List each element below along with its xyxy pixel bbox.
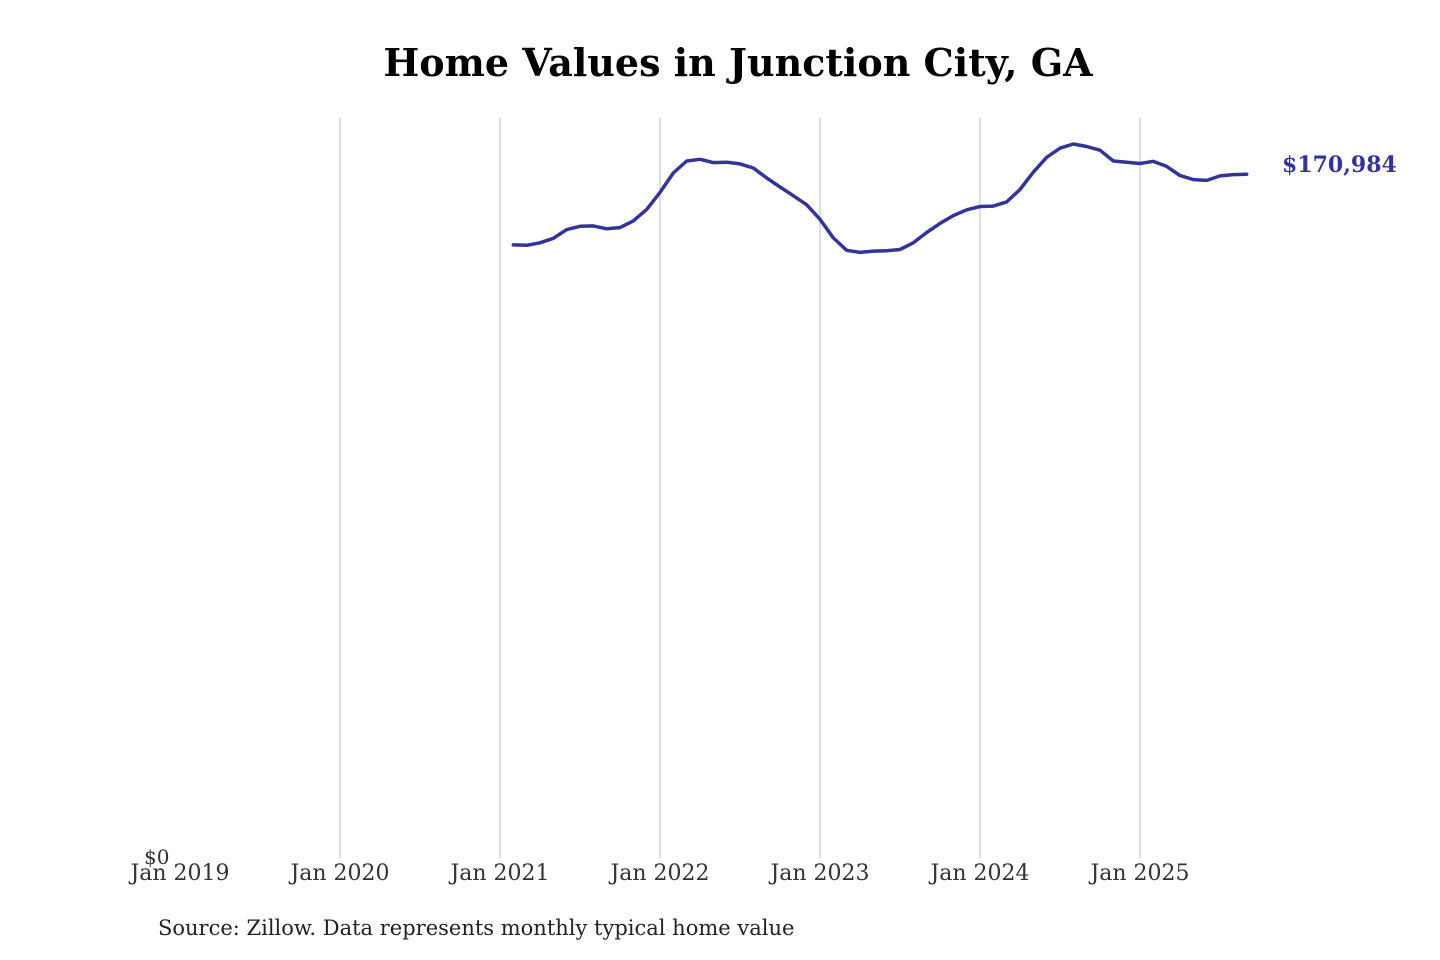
x-tick-label: Jan 2024 (928, 861, 1029, 886)
x-tick-label: Jan 2023 (768, 861, 869, 886)
series-line (511, 142, 1249, 255)
y-tick-label: $0 (144, 845, 169, 869)
x-tick-label: Jan 2020 (288, 861, 389, 886)
source-note: Source: Zillow. Data represents monthly … (158, 916, 795, 940)
x-tick-label: Jan 2019 (128, 861, 229, 886)
x-tick-label: Jan 2025 (1088, 861, 1189, 886)
end-value-label: $170,984 (1282, 152, 1397, 178)
x-tick-label: Jan 2021 (448, 861, 549, 886)
x-tick-label: Jan 2022 (608, 861, 709, 886)
x-axis-ticks: Jan 2019 Jan 2020 Jan 2021 Jan 2022 Jan 2023… (128, 861, 1189, 886)
gridlines (339, 118, 1141, 858)
chart-title: Home Values in Junction City, GA (383, 40, 1093, 85)
